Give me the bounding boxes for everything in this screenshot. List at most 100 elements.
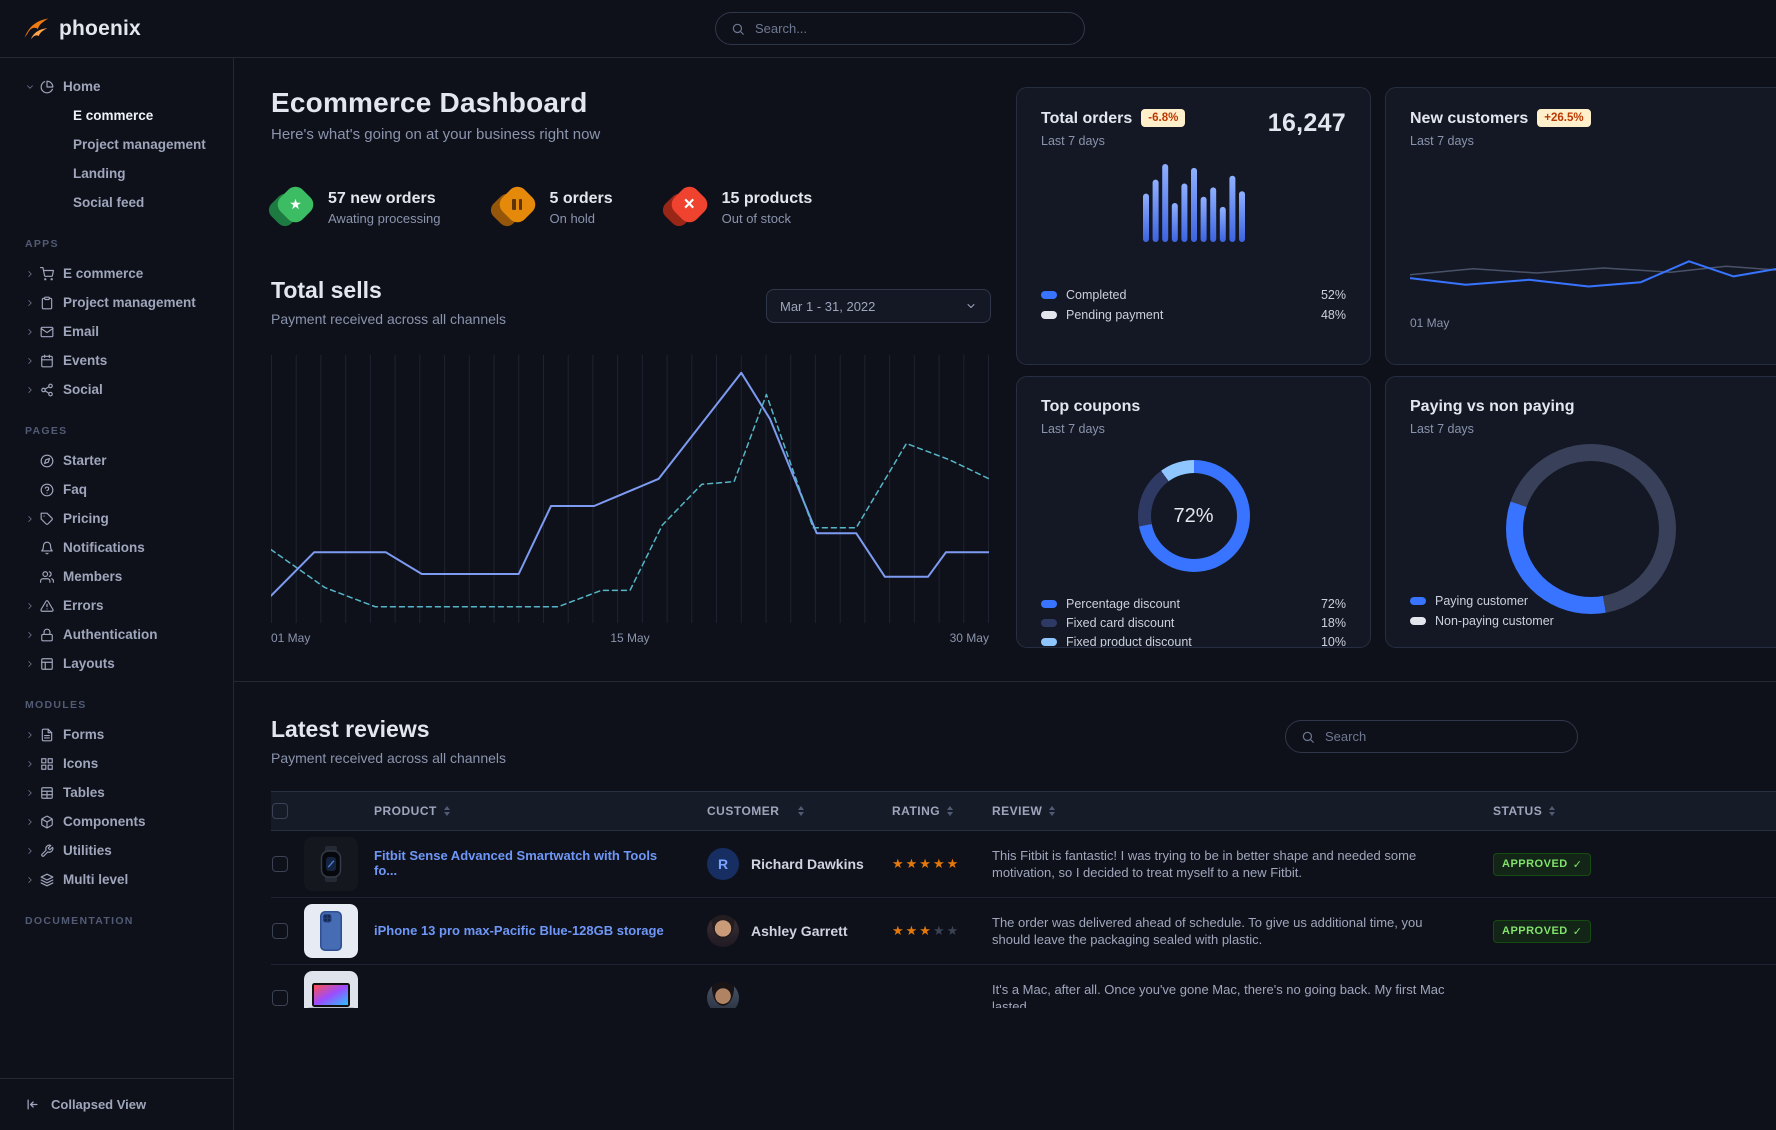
chevron-down-icon bbox=[965, 300, 977, 312]
chevron-right-icon bbox=[25, 759, 40, 769]
chevron-right-icon bbox=[25, 298, 40, 308]
check-icon: ✓ bbox=[1572, 858, 1583, 871]
column-header-review[interactable]: REVIEW bbox=[992, 804, 1493, 818]
reviews-search-input[interactable] bbox=[1325, 729, 1562, 744]
sidebar-item-e-commerce[interactable]: E commerce bbox=[73, 108, 154, 123]
chevron-right-icon bbox=[25, 875, 40, 885]
stat-on-hold: 5 orders On hold bbox=[486, 182, 613, 230]
sidebar-item-project-management[interactable]: Project management bbox=[73, 137, 206, 152]
sidebar-item-notifications[interactable]: Notifications bbox=[0, 533, 233, 562]
tag-icon bbox=[40, 512, 63, 526]
customer-name: Richard Dawkins bbox=[751, 856, 864, 872]
card-title: Paying vs non paying bbox=[1410, 398, 1575, 415]
avatar bbox=[707, 915, 739, 947]
sidebar-item-layouts[interactable]: Layouts bbox=[0, 649, 233, 678]
card-title: New customers bbox=[1410, 110, 1529, 127]
sort-icon bbox=[1049, 806, 1056, 816]
card-title: Total orders bbox=[1041, 110, 1133, 127]
page-title: Ecommerce Dashboard bbox=[271, 87, 588, 118]
sidebar-item-project-management[interactable]: Project management bbox=[0, 288, 233, 317]
global-search-input[interactable] bbox=[755, 21, 1069, 36]
sidebar-section-modules: MODULES bbox=[25, 699, 87, 711]
row-checkbox[interactable] bbox=[272, 856, 288, 872]
grid-icon bbox=[40, 757, 63, 771]
product-image bbox=[304, 904, 358, 958]
row-checkbox[interactable] bbox=[272, 990, 288, 1006]
global-search[interactable] bbox=[715, 12, 1085, 45]
stats-row: ★ 57 new orders Awating processing 5 orders… bbox=[265, 182, 991, 231]
orders-bar-chart bbox=[1142, 164, 1245, 247]
sidebar-item-multi-level[interactable]: Multi level bbox=[0, 865, 233, 894]
chevron-right-icon bbox=[25, 817, 40, 827]
brand[interactable]: phoenix bbox=[0, 15, 234, 43]
layers-icon bbox=[40, 873, 63, 887]
total-orders-value: 16,247 bbox=[1267, 109, 1346, 137]
card-new-customers: New customers +26.5% Last 7 days 01 May bbox=[1385, 87, 1776, 365]
sidebar-item-faq[interactable]: Faq bbox=[0, 475, 233, 504]
calendar-icon bbox=[40, 354, 63, 368]
card-period: Last 7 days bbox=[1041, 134, 1105, 148]
sidebar-item-pricing[interactable]: Pricing bbox=[0, 504, 233, 533]
paying-legend: Paying customer Non-paying customer bbox=[1410, 591, 1554, 631]
search-icon bbox=[731, 22, 745, 36]
sidebar-item-forms[interactable]: Forms bbox=[0, 720, 233, 749]
rating-stars: ★★★★★ bbox=[892, 923, 961, 938]
select-all-checkbox[interactable] bbox=[272, 803, 288, 819]
row-checkbox[interactable] bbox=[272, 923, 288, 939]
column-header-rating[interactable]: RATING bbox=[892, 804, 992, 818]
rating-stars: ★★★★★ bbox=[892, 856, 961, 871]
new-customers-chart bbox=[1409, 226, 1776, 310]
sidebar-item-errors[interactable]: Errors bbox=[0, 591, 233, 620]
users-icon bbox=[40, 570, 63, 584]
legend-swatch bbox=[1410, 597, 1426, 605]
orders-legend: Completed 52% Pending payment 48% bbox=[1041, 285, 1346, 325]
sidebar-item-social-feed[interactable]: Social feed bbox=[73, 195, 145, 210]
layout-icon bbox=[40, 657, 63, 671]
stat-cards: Total orders -6.8% Last 7 days 16,247 Com… bbox=[1016, 87, 1776, 681]
legend-swatch bbox=[1041, 291, 1057, 299]
avatar: R bbox=[707, 848, 739, 880]
sidebar-item-events[interactable]: Events bbox=[0, 346, 233, 375]
sidebar-item-email[interactable]: Email bbox=[0, 317, 233, 346]
product-link[interactable]: iPhone 13 pro max-Pacific Blue-128GB sto… bbox=[374, 923, 664, 938]
column-header-product[interactable]: PRODUCT bbox=[374, 804, 707, 818]
sidebar-item-starter[interactable]: Starter bbox=[0, 446, 233, 475]
sidebar-item-authentication[interactable]: Authentication bbox=[0, 620, 233, 649]
product-link[interactable]: Fitbit Sense Advanced Smartwatch with To… bbox=[374, 848, 658, 878]
reviews-search[interactable] bbox=[1285, 720, 1578, 753]
sidebar-item-icons[interactable]: Icons bbox=[0, 749, 233, 778]
collapse-sidebar-button[interactable]: Collapsed View bbox=[0, 1078, 233, 1130]
status-badge: APPROVED ✓ bbox=[1493, 919, 1592, 943]
legend-item: Pending payment 48% bbox=[1041, 305, 1346, 325]
sidebar-item-utilities[interactable]: Utilities bbox=[0, 836, 233, 865]
chevron-right-icon bbox=[25, 327, 40, 337]
bell-icon bbox=[40, 541, 63, 555]
sidebar-item-tables[interactable]: Tables bbox=[0, 778, 233, 807]
legend-item: Percentage discount 72% bbox=[1041, 594, 1346, 613]
sidebar-item-members[interactable]: Members bbox=[0, 562, 233, 591]
total-sells-title: Total sells bbox=[271, 277, 382, 303]
x-axis-labels: 01 May 15 May 30 May bbox=[271, 631, 989, 645]
chevron-right-icon bbox=[25, 788, 40, 798]
column-header-status[interactable]: STATUS bbox=[1493, 804, 1776, 818]
coupons-donut-chart: 72% bbox=[1137, 460, 1250, 572]
sidebar-item-components[interactable]: Components bbox=[0, 807, 233, 836]
card-period: Last 7 days bbox=[1410, 134, 1474, 148]
sidebar-item-social[interactable]: Social bbox=[0, 375, 233, 404]
sidebar-item-home[interactable]: Home bbox=[0, 72, 233, 101]
sidebar-section-apps: APPS bbox=[25, 238, 59, 250]
chevron-right-icon bbox=[25, 385, 40, 395]
avatar bbox=[707, 982, 739, 1008]
dashboard-left: Ecommerce Dashboard Here's what's going … bbox=[265, 87, 991, 681]
date-range-select[interactable]: Mar 1 - 31, 2022 bbox=[766, 289, 991, 323]
sidebar-item-landing[interactable]: Landing bbox=[73, 166, 126, 181]
collapse-label: Collapsed View bbox=[51, 1097, 147, 1112]
chevron-right-icon bbox=[25, 269, 40, 279]
star-icon: ★ bbox=[265, 182, 318, 230]
chevron-right-icon bbox=[25, 659, 40, 669]
column-header-customer[interactable]: CUSTOMER bbox=[707, 804, 892, 818]
total-sells-chart bbox=[270, 351, 990, 623]
clipboard-icon bbox=[40, 296, 63, 310]
sidebar: Home E commerce Project management Landing S… bbox=[0, 58, 234, 1130]
sidebar-item-e-commerce[interactable]: E commerce bbox=[0, 259, 233, 288]
